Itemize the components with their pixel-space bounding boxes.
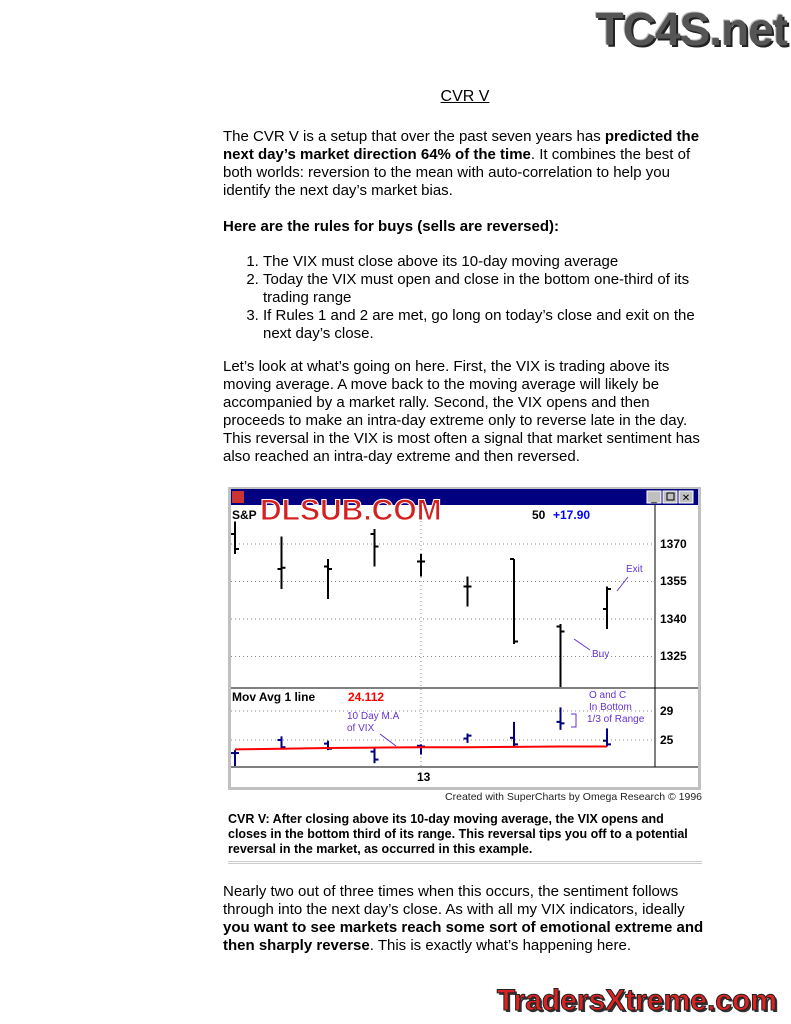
intro-paragraph: The CVR V is a setup that over the past … <box>223 128 713 200</box>
price-change: +17.90 <box>553 508 590 522</box>
price-bar <box>277 536 286 589</box>
price-bars <box>231 521 611 687</box>
intro-bold: predicted the next day’s market directio… <box>223 128 700 163</box>
rule-item: The VIX must close above its 10-day movi… <box>263 253 713 271</box>
tc4s-logo: TC4S.net <box>595 3 788 55</box>
price-bar <box>463 576 472 607</box>
chart-credit: Created with SuperCharts by Omega Resear… <box>445 791 702 803</box>
dlsub-watermark: DLSUB.COM <box>260 494 442 527</box>
conclusion-text-end: . This is exactly what’s happening here. <box>369 937 632 954</box>
window-buttons: _ ✕ <box>646 490 694 504</box>
rule-item: Today the VIX must open and close in the… <box>263 271 713 307</box>
oc-annotation: 1/3 of Range <box>587 714 645 725</box>
price-bar <box>370 529 379 567</box>
price-tick: 1340 <box>660 612 687 626</box>
vix-bar <box>510 721 518 747</box>
rule-item: If Rules 1 and 2 are met, go long on tod… <box>263 307 713 343</box>
buy-pointer <box>573 638 591 651</box>
chart-image: _ ✕ S&P 50 +17.90 DLSUB.COM 1370 1355 13… <box>228 487 701 790</box>
ma-annotation: of VIX <box>347 723 375 734</box>
close-icon: ✕ <box>682 493 690 504</box>
maximize-icon <box>666 492 675 501</box>
ma-annotation: 10 Day M.A <box>347 711 400 722</box>
price-bar <box>417 554 425 577</box>
intro-text: The CVR V is a setup that over the past … <box>223 128 605 145</box>
rules-list: The VIX must close above its 10-day movi… <box>223 253 713 343</box>
buy-annotation: Buy <box>592 649 609 660</box>
annotations: Exit Buy 10 Day M.A of VIX O and C In Bo… <box>347 564 645 747</box>
ma-label: Mov Avg 1 line <box>232 690 315 704</box>
rules-heading: Here are the rules for buys (sells are r… <box>223 218 559 235</box>
conclusion-bold: you want to see markets reach some sort … <box>223 919 704 954</box>
price-value: 50 <box>532 508 546 522</box>
ma-value: 24.112 <box>348 690 384 704</box>
conclusion-paragraph: Nearly two out of three times when this … <box>223 883 713 955</box>
vix-tick: 29 <box>660 704 674 718</box>
oc-annotation: O and C <box>589 690 626 701</box>
chart-area <box>231 505 698 787</box>
price-label: S&P <box>232 508 257 522</box>
vix-bar <box>370 747 379 764</box>
conclusion-text: Nearly two out of three times when this … <box>223 883 685 918</box>
price-bar <box>324 559 332 599</box>
exit-pointer <box>616 576 629 592</box>
price-tick: 1355 <box>660 574 687 588</box>
price-tick: 1325 <box>660 649 687 663</box>
gridlines <box>231 543 655 741</box>
minimize-button[interactable] <box>646 490 662 504</box>
price-bar <box>510 558 518 644</box>
chart-caption: CVR V: After closing above its 10-day mo… <box>228 812 702 864</box>
close-button[interactable] <box>678 490 694 504</box>
window-titlebar <box>231 489 698 505</box>
date-label: 13 <box>417 770 431 784</box>
price-bar <box>231 521 239 554</box>
minimize-icon: _ <box>650 493 657 504</box>
exit-annotation: Exit <box>626 564 643 575</box>
price-bar <box>556 624 565 687</box>
ma-pointer <box>379 733 397 747</box>
vix-bar <box>463 733 472 743</box>
supercharts-window: _ ✕ S&P 50 +17.90 DLSUB.COM 1370 1355 13… <box>228 487 701 790</box>
intro-text-end: . It combines the best of both worlds: r… <box>223 146 691 199</box>
explanation-paragraph: Let’s look at what’s going on here. Firs… <box>223 358 700 465</box>
tradersxtreme-logo: TradersXtreme.com <box>496 984 777 1018</box>
moving-average-line <box>234 745 608 751</box>
oc-annotation: In Bottom <box>589 702 632 713</box>
oc-bracket <box>571 713 577 728</box>
price-bar <box>603 586 611 629</box>
app-icon <box>232 491 244 503</box>
vix-bar <box>603 728 611 747</box>
vix-bar <box>231 750 239 766</box>
page-title: CVR V <box>440 88 490 105</box>
vix-bar <box>277 736 286 749</box>
vix-tick: 25 <box>660 733 674 747</box>
price-tick: 1370 <box>660 537 687 551</box>
vix-bar <box>556 707 565 730</box>
